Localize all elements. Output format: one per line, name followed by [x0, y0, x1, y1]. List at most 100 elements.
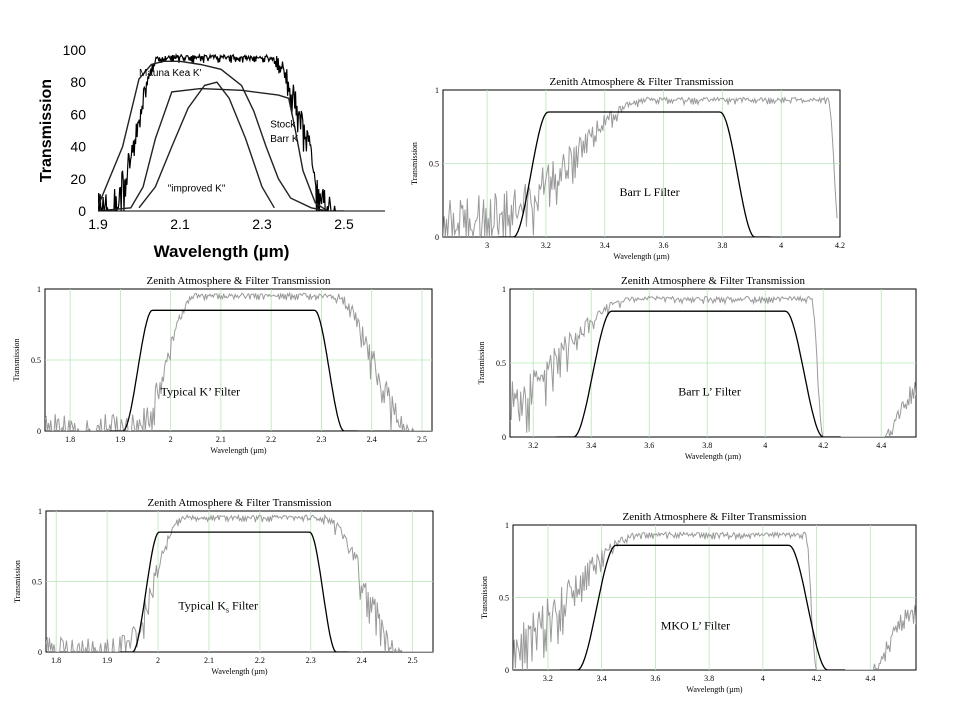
series-atmosphere-0 [46, 513, 433, 652]
x-tick-label: 2.4 [357, 656, 367, 665]
x-tick-label: 3.4 [586, 441, 596, 450]
annotation-label: Barr L’ Filter [678, 385, 741, 399]
series-atmosphere-0 [45, 291, 432, 431]
series-filter-1 [556, 310, 841, 437]
x-tick-label: 1.8 [65, 435, 75, 444]
chart-title: Zenith Atmosphere & Filter Transmission [148, 497, 332, 509]
y-axis-label: Transmission [477, 342, 486, 385]
x-tick-label: 2.3 [306, 656, 316, 665]
x-tick-label: 4.4 [865, 674, 875, 683]
y-tick-label: 1 [505, 521, 509, 530]
x-tick-label: 2.5 [408, 656, 418, 665]
chart-c4: 1.8 1.9 2 2.1 2.2 2.3 2.4 2.5 0 0.5 1 Zenith Atmosp… [13, 497, 434, 676]
y-axis-label: Transmission [38, 79, 55, 182]
series-atmosphere-0 [443, 96, 838, 237]
x-tick-label: 2.5 [417, 435, 427, 444]
y-tick-label: 20 [70, 171, 86, 187]
x-tick-label: 3.2 [541, 241, 551, 250]
x-tick-label: 3.8 [717, 241, 727, 250]
y-tick-label: 0.5 [31, 356, 41, 365]
x-tick-label: 4.2 [835, 241, 845, 250]
y-tick-label: 100 [63, 42, 87, 58]
x-axis-label: Wavelength (µm) [210, 446, 267, 455]
x-tick-label: 2.3 [316, 435, 326, 444]
y-tick-label: 0 [502, 433, 506, 442]
x-tick-label: 4 [763, 441, 767, 450]
x-tick-label: 2.2 [255, 656, 265, 665]
x-axis-label: Wavelength (µm) [686, 685, 743, 694]
chart-title: Zenith Atmosphere & Filter Transmission [550, 76, 734, 88]
series-curve-3 [138, 81, 275, 209]
x-tick-label: 2 [156, 656, 160, 665]
y-tick-label: 1 [502, 285, 506, 294]
x-tick-label: 1.9 [88, 216, 108, 232]
x-tick-label: 2.1 [170, 216, 190, 232]
x-axis-label: Wavelength (µm) [211, 667, 268, 676]
x-tick-label: 3.4 [600, 241, 610, 250]
series-atmosphere-0 [98, 52, 344, 211]
plot-frame [98, 50, 385, 211]
series-atmosphere-0 [513, 531, 916, 670]
x-tick-label: 1.9 [102, 656, 112, 665]
y-tick-label: 0 [435, 233, 439, 242]
x-tick-label: 4.4 [876, 441, 886, 450]
x-tick-label: 3.6 [659, 241, 669, 250]
series-curve-1 [98, 60, 328, 211]
annotation-label: Typical Ks Filter [178, 599, 258, 615]
y-tick-label: 60 [70, 106, 86, 122]
x-axis-label: Wavelength (µm) [685, 452, 742, 461]
x-tick-label: 2.4 [367, 435, 377, 444]
x-tick-label: 3.6 [644, 441, 654, 450]
x-tick-label: 3.2 [543, 674, 553, 683]
y-axis-label: Transmission [12, 339, 21, 382]
chart-title: Zenith Atmosphere & Filter Transmission [623, 511, 807, 523]
y-tick-label: 1 [37, 285, 41, 294]
annotation-label: "improved K" [168, 184, 226, 195]
x-tick-label: 4 [779, 241, 783, 250]
y-axis-label: Transmission [480, 576, 489, 619]
annotation-label: MKO L’ Filter [661, 618, 730, 632]
series-filter-1 [120, 531, 349, 652]
y-tick-label: 1 [435, 86, 439, 95]
chart-c3: 3.2 3.4 3.6 3.8 4 4.2 4.4 0 0.5 1 Zenith Atmospher… [477, 275, 917, 461]
x-axis-label: Wavelength (µm) [613, 252, 670, 261]
x-tick-label: 3.8 [702, 441, 712, 450]
y-tick-label: 0.5 [429, 160, 439, 169]
x-axis-label: Wavelength (µm) [154, 242, 290, 261]
annotation-label: Barr L Filter [619, 185, 679, 199]
annotation-label: Stock [270, 119, 296, 130]
x-tick-label: 2.3 [252, 216, 272, 232]
x-tick-label: 2 [169, 435, 173, 444]
y-axis-label: Transmission [410, 142, 419, 185]
x-tick-label: 2.2 [266, 435, 276, 444]
y-tick-label: 0 [38, 648, 42, 657]
series-filter-1 [559, 544, 846, 670]
chart-c1: 3 3.2 3.4 3.6 3.8 4 4.2 0 0.5 1 Zenith Atmosphere … [410, 76, 845, 261]
chart-c2: 1.8 1.9 2 2.1 2.2 2.3 2.4 2.5 0 0.5 1 Zenith Atmosp… [12, 275, 433, 455]
x-tick-label: 3 [485, 241, 489, 250]
x-tick-label: 2.1 [204, 656, 214, 665]
y-tick-label: 1 [38, 507, 42, 516]
series-atmosphere-0 [510, 294, 916, 437]
x-tick-label: 3.2 [528, 441, 538, 450]
series-filter-1 [497, 111, 771, 237]
x-tick-label: 2.1 [216, 435, 226, 444]
x-tick-label: 1.9 [115, 435, 125, 444]
x-tick-label: 3.8 [704, 674, 714, 683]
x-tick-label: 4 [761, 674, 765, 683]
y-tick-label: 0.5 [499, 594, 509, 603]
x-tick-label: 2.5 [334, 216, 354, 232]
y-tick-label: 0.5 [496, 359, 506, 368]
series-filter-1 [109, 309, 358, 431]
x-tick-label: 4.2 [812, 674, 822, 683]
x-tick-label: 3.4 [597, 674, 607, 683]
annotation-label: Mauna Kea K' [139, 68, 202, 79]
y-tick-label: 0 [37, 427, 41, 436]
x-tick-label: 4.2 [818, 441, 828, 450]
annotation-label: Barr K [270, 134, 299, 145]
chart-c5: 3.2 3.4 3.6 3.8 4 4.2 4.4 0 0.5 1 Zenith Atmospher… [480, 511, 917, 694]
y-tick-label: 80 [70, 74, 86, 90]
y-tick-label: 40 [70, 139, 86, 155]
x-tick-label: 1.8 [51, 656, 61, 665]
